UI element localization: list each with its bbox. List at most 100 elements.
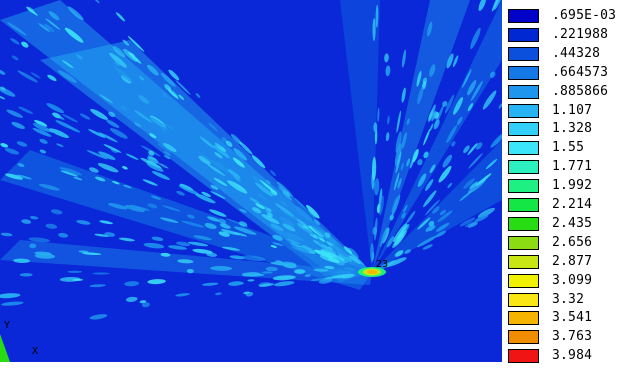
- legend-label: 1.992: [552, 178, 593, 194]
- contour-streak: [208, 122, 218, 132]
- contour-streak: [274, 202, 295, 217]
- legend-swatch: [508, 122, 539, 137]
- contour-streak: [478, 0, 487, 11]
- contour-streak: [311, 225, 328, 239]
- contour-streak: [267, 212, 273, 218]
- contour-streak: [372, 18, 376, 41]
- contour-streak: [222, 246, 240, 251]
- contour-streak: [112, 46, 126, 58]
- contour-streak: [372, 226, 377, 235]
- contour-streak: [214, 152, 223, 159]
- contour-streak: [373, 122, 378, 133]
- contour-streak: [44, 24, 55, 32]
- contour-streak: [62, 114, 79, 123]
- contour-streak: [251, 207, 262, 214]
- contour-streak: [167, 89, 179, 100]
- contour-streak: [187, 241, 209, 247]
- contour-streak: [343, 246, 353, 254]
- contour-streak: [425, 224, 435, 232]
- contour-streak: [250, 175, 265, 186]
- contour-streak: [162, 92, 168, 98]
- contour-streak: [394, 250, 404, 257]
- contour-streak: [265, 266, 278, 272]
- contour-streak: [225, 140, 233, 147]
- contour-streak: [17, 163, 25, 168]
- contour-streak: [125, 296, 138, 302]
- contour-streak: [0, 232, 13, 237]
- x-axis-label: X: [32, 346, 39, 357]
- legend-label: .44328: [552, 45, 601, 61]
- contour-streak: [427, 21, 433, 37]
- contour-streak: [38, 183, 60, 191]
- contour-streak: [21, 219, 32, 224]
- contour-streak: [0, 69, 6, 75]
- contour-streak: [401, 87, 406, 103]
- contour-streak: [404, 249, 411, 254]
- contour-streak: [270, 189, 278, 196]
- contour-streak: [276, 181, 293, 197]
- contour-streak: [324, 232, 331, 238]
- legend-item: .44328: [506, 44, 640, 63]
- contour-streak: [67, 6, 84, 21]
- contour-streak: [294, 269, 306, 274]
- contour-streak: [451, 141, 456, 147]
- contour-streak: [255, 203, 265, 210]
- contour-streak: [439, 209, 446, 216]
- contour-streak: [139, 76, 145, 81]
- legend-swatch: [508, 179, 539, 194]
- contour-streak: [314, 249, 334, 258]
- contour-streak: [29, 215, 39, 220]
- contour-streak: [195, 93, 201, 98]
- contour-streak: [490, 132, 502, 148]
- contour-streak: [133, 109, 153, 123]
- contour-streak: [228, 281, 245, 286]
- contour-streak: [303, 227, 315, 236]
- contour-streak: [164, 84, 172, 91]
- contour-streak: [417, 86, 424, 105]
- contour-band: [372, 0, 502, 272]
- legend-swatch: [508, 216, 539, 231]
- contour-streak: [261, 214, 280, 225]
- contour-streak: [249, 197, 260, 205]
- contour-streak: [485, 158, 498, 170]
- contour-streak: [88, 129, 106, 138]
- contour-band: [340, 0, 380, 272]
- contour-streak: [176, 190, 185, 196]
- contour-streak: [204, 222, 217, 230]
- legend-item: 3.32: [506, 290, 640, 309]
- contour-streak: [431, 206, 440, 214]
- legend-label: 1.107: [552, 102, 593, 118]
- contour-streak: [396, 110, 401, 133]
- contour-streak: [318, 278, 333, 284]
- legend-swatch: [508, 84, 539, 99]
- contour-streak: [45, 18, 61, 30]
- contour-streak: [391, 194, 401, 217]
- legend-item: 1.992: [506, 176, 640, 195]
- contour-streak: [435, 222, 450, 232]
- contour-streak: [56, 143, 64, 147]
- contour-streak: [160, 126, 167, 131]
- contour-streak: [55, 120, 74, 130]
- contour-streak: [386, 236, 395, 248]
- contour-streak: [435, 230, 447, 238]
- contour-streak: [5, 173, 23, 180]
- contour-streak: [138, 95, 150, 104]
- contour-streak: [406, 118, 410, 126]
- contour-band: [0, 150, 372, 290]
- legend-swatch: [508, 141, 539, 156]
- contour-streak: [273, 281, 295, 287]
- contour-streak: [193, 235, 212, 241]
- contour-streak: [259, 204, 272, 212]
- contour-streak: [416, 70, 422, 87]
- contour-streak: [379, 227, 387, 247]
- contour-streak: [26, 6, 38, 16]
- contour-streak: [423, 128, 431, 146]
- contour-streak: [39, 138, 48, 144]
- contour-streak: [50, 209, 63, 215]
- contour-streak: [282, 191, 292, 201]
- contour-streak: [178, 94, 185, 100]
- contour-streak: [206, 252, 218, 257]
- contour-streak: [227, 169, 241, 179]
- contour-streak: [270, 223, 284, 232]
- legend-label: 2.656: [552, 234, 593, 250]
